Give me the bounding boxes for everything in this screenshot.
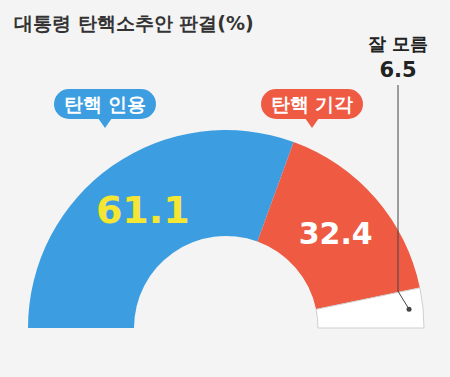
slice xyxy=(28,130,294,328)
label-pill xyxy=(261,89,363,119)
label-pill xyxy=(54,89,156,119)
data-label: 32.4 xyxy=(299,216,373,251)
slices xyxy=(28,130,424,328)
slice xyxy=(316,288,424,328)
data-label: 6.5 xyxy=(379,58,416,82)
slice xyxy=(257,142,419,309)
leader-dot xyxy=(407,307,412,312)
background xyxy=(0,0,450,377)
label-pointer xyxy=(98,118,112,128)
chart: 대통령 탄핵소추안 판결(%) 탄핵 인용 61.1 탄핵 기각 32.4 잘 모름 6.5 xyxy=(0,0,450,377)
category-text: 탄핵 기각 xyxy=(271,93,354,115)
label-pointer xyxy=(305,118,319,128)
category-text: 잘 모름 xyxy=(368,33,428,54)
data-label: 61.1 xyxy=(96,188,190,232)
category-label: 탄핵 기각 xyxy=(261,89,363,128)
leader-line xyxy=(398,85,409,309)
title: 대통령 탄핵소추안 판결(%) xyxy=(14,12,254,34)
category-text: 탄핵 인용 xyxy=(64,93,147,115)
category-label: 탄핵 인용 xyxy=(54,89,156,128)
